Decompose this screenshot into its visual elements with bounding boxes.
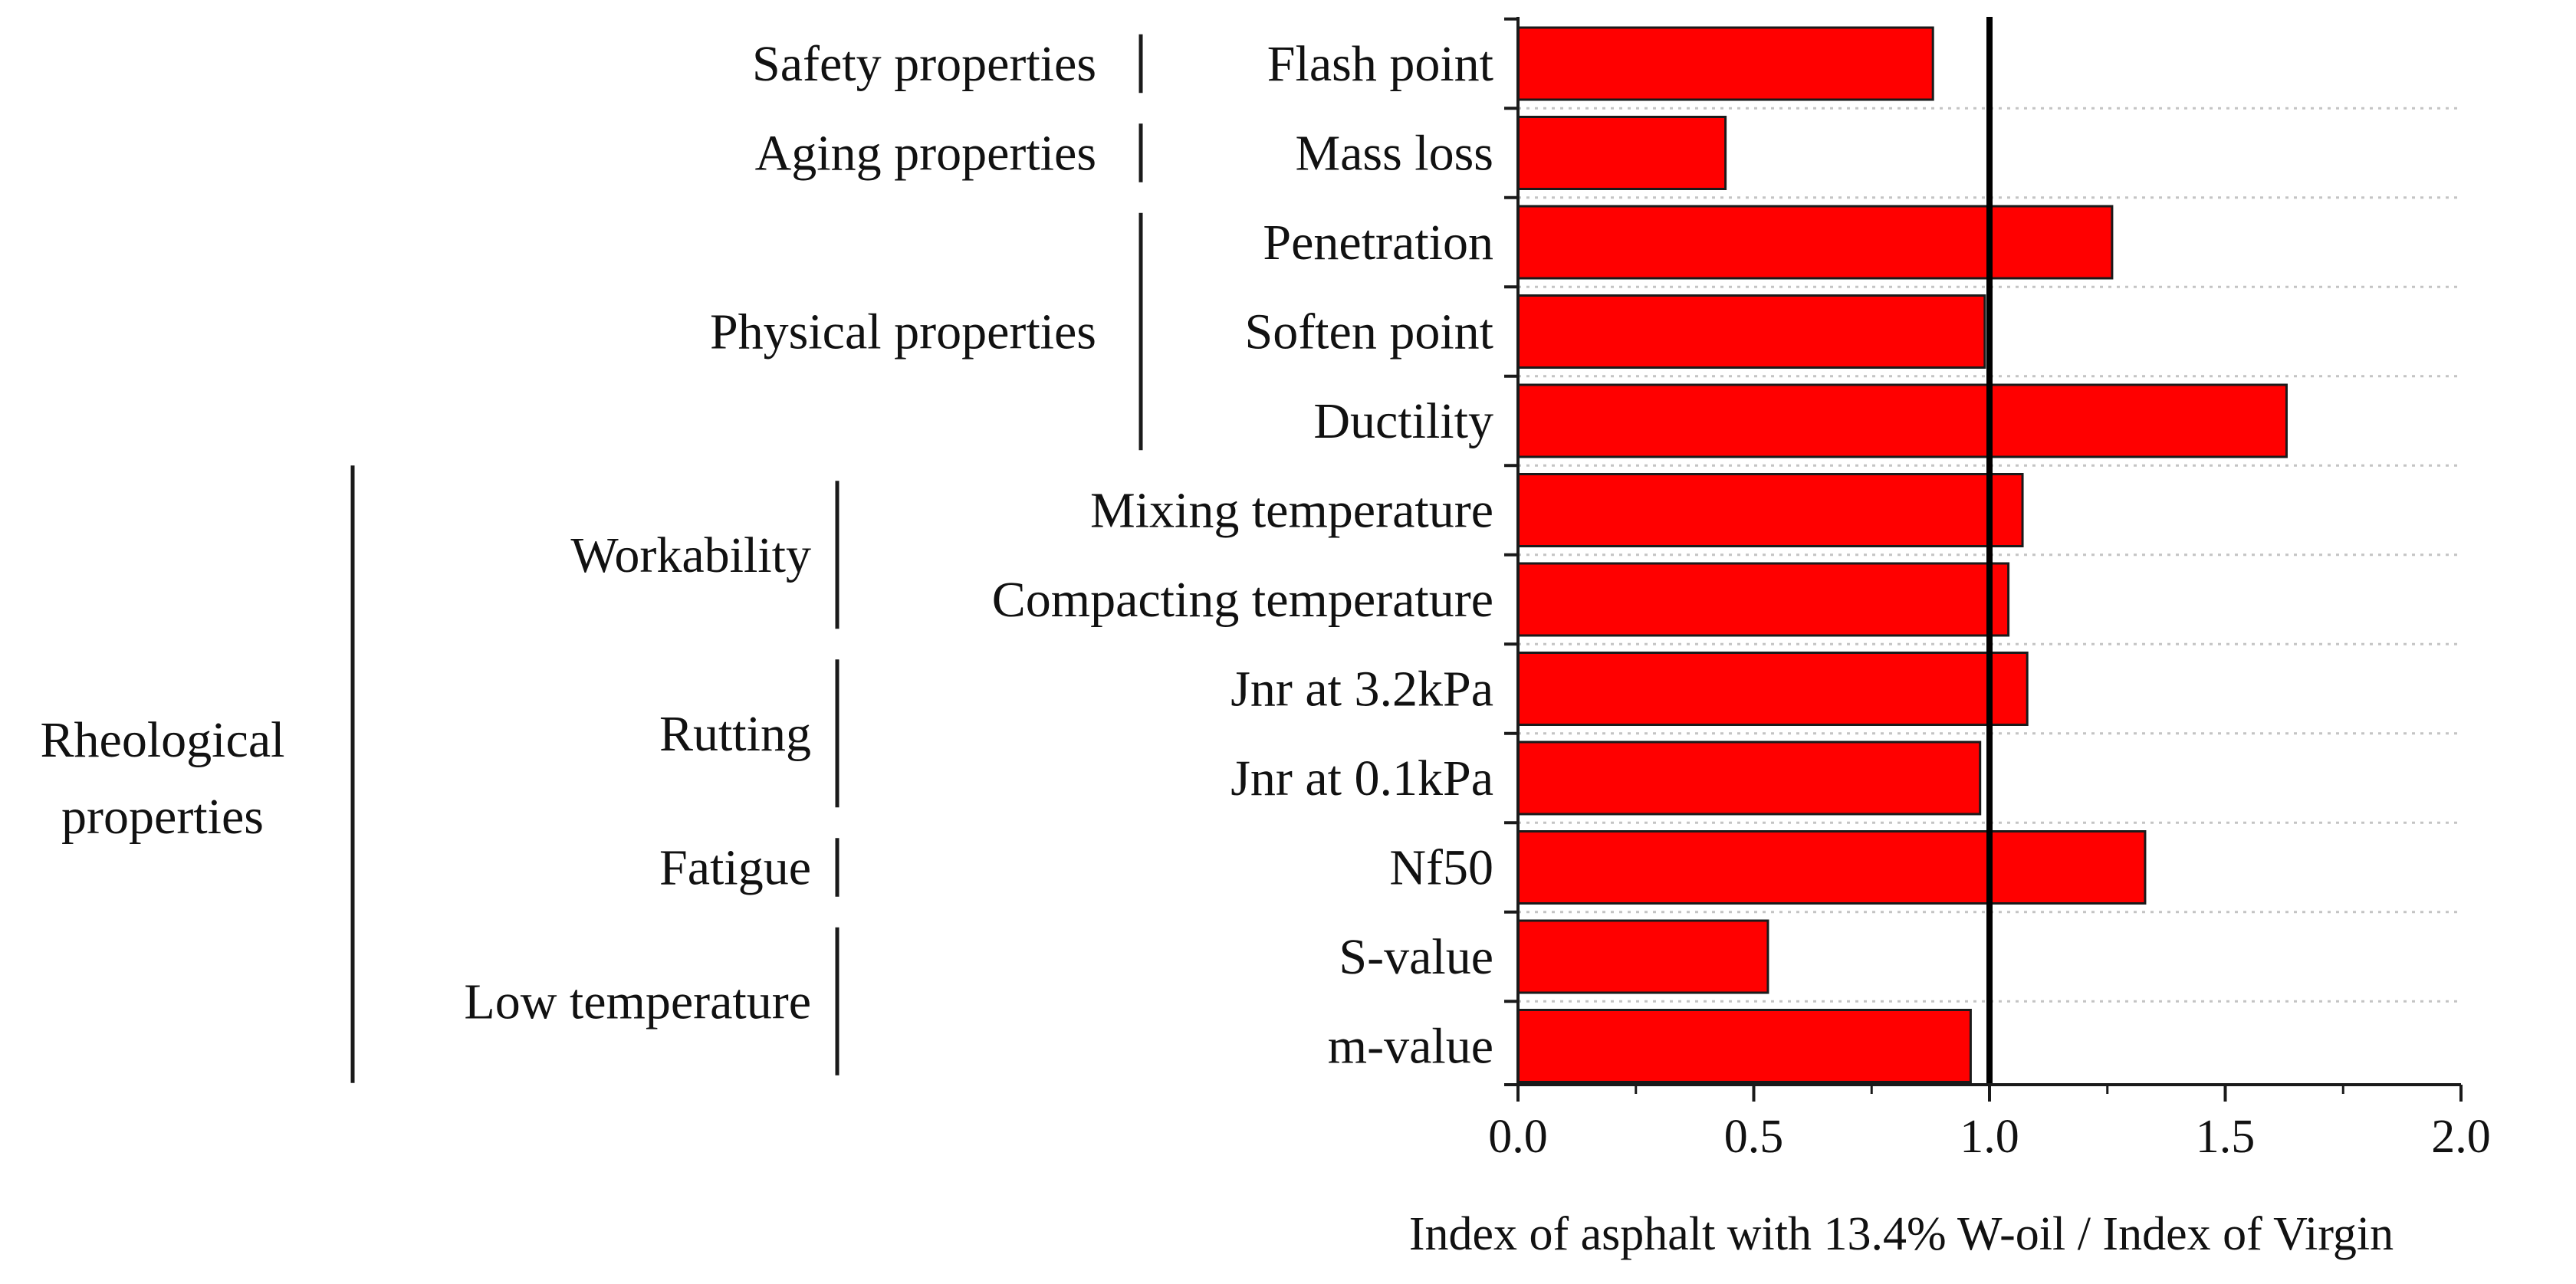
- subgroup-label: Rutting: [659, 706, 811, 762]
- group-label: Safety properties: [752, 36, 1096, 92]
- category-label: Ductility: [1313, 393, 1493, 449]
- bar: [1516, 562, 2010, 637]
- subgroup-label: Fatigue: [659, 840, 811, 896]
- bar: [1516, 383, 2288, 458]
- bar: [1516, 741, 1982, 816]
- x-tick-label: 0.5: [1724, 1111, 1784, 1163]
- x-axis-title: Index of asphalt with 13.4% W-oil / Inde…: [1409, 1208, 2394, 1260]
- bar: [1516, 26, 1934, 101]
- gridlines: [1518, 107, 2461, 1003]
- category-label: m-value: [1328, 1019, 1493, 1075]
- category-label: Jnr at 3.2kPa: [1230, 662, 1493, 718]
- outer-group-label: properties: [61, 789, 264, 845]
- category-label: Nf50: [1389, 840, 1493, 896]
- category-label: Flash point: [1267, 36, 1493, 92]
- axes: 0.0 0.5 1.0 1.5 2.0: [1488, 17, 2491, 1163]
- x-tick-label: 0.0: [1488, 1111, 1548, 1163]
- category-label: Soften point: [1245, 304, 1494, 360]
- x-tick-label: 1.0: [1960, 1111, 2019, 1163]
- category-label: Jnr at 0.1kPa: [1230, 750, 1493, 806]
- bar: [1516, 294, 1986, 369]
- category-label: Penetration: [1263, 215, 1493, 271]
- bar: [1516, 116, 1727, 190]
- category-label: Mixing temperature: [1090, 483, 1493, 539]
- x-tick-label: 2.0: [2431, 1111, 2491, 1163]
- subgroup-label: Workability: [570, 527, 811, 583]
- bar: [1516, 830, 2147, 905]
- subgroup-label: Low temperature: [464, 974, 811, 1029]
- x-tick-label: 1.5: [2196, 1111, 2256, 1163]
- group-label: Aging properties: [755, 126, 1096, 182]
- bars: [1516, 26, 2288, 1083]
- bar: [1516, 919, 1769, 994]
- category-labels: Flash point Mass loss Penetration Soften po…: [992, 36, 1493, 1075]
- category-label: Mass loss: [1295, 126, 1493, 182]
- bar: [1516, 205, 2114, 280]
- bar: [1516, 1009, 1972, 1083]
- category-label: Compacting temperature: [992, 572, 1493, 628]
- group-label: Physical properties: [710, 304, 1096, 360]
- bar: [1516, 473, 2024, 547]
- category-label: S-value: [1339, 929, 1493, 985]
- outer-group-label: Rheological: [41, 712, 285, 768]
- bar: [1516, 652, 2029, 726]
- group-labels: Safety properties Aging properties Physica…: [41, 34, 1143, 1083]
